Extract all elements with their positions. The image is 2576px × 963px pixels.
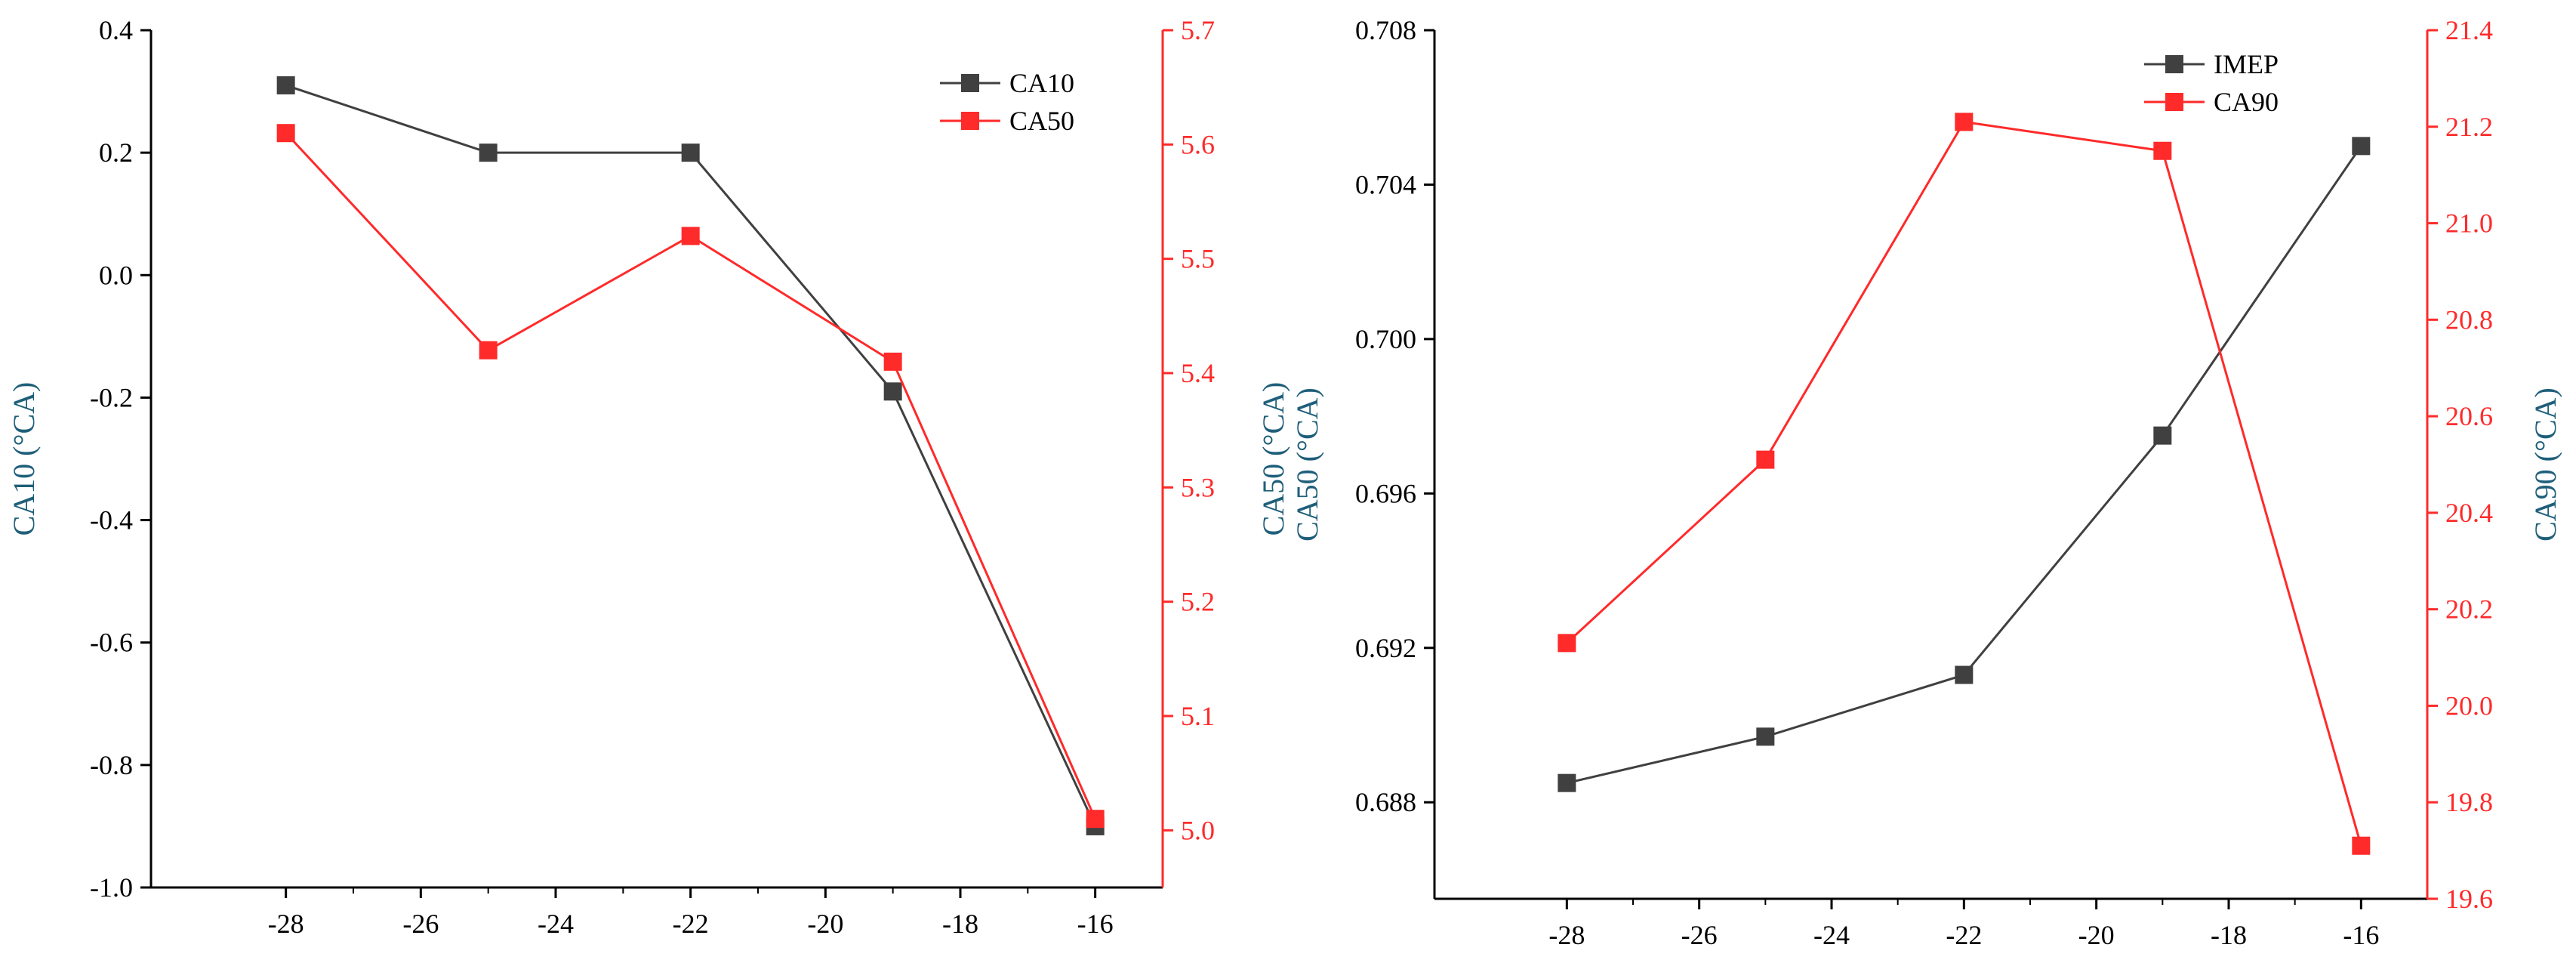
y2-tick-label: 5.4 [1181,358,1215,388]
y-tick-label: 0.700 [1355,324,1416,354]
x-tick-label: -26 [1681,920,1718,950]
y2-tick-label: 5.0 [1181,815,1215,845]
data-point-ca50 [1086,810,1105,829]
data-point-ca10 [276,76,295,94]
y-axis-title: CA50 (°CA) [1290,387,1324,542]
data-point-ca90 [2352,836,2371,855]
data-point-ca50 [883,352,902,371]
legend-label: CA10 [1009,68,1074,98]
data-point-ca10 [479,144,498,162]
x-tick-label: -22 [673,909,709,939]
x-tick-label: -28 [268,909,304,939]
y2-tick-label: 5.6 [1181,129,1215,159]
y-tick-label: 0.708 [1355,15,1416,45]
legend-marker [2165,55,2183,73]
data-point-imep [1756,727,1775,746]
legend-label: CA50 [1009,106,1074,136]
series-line-ca10 [285,84,1097,827]
y2-tick-label: 21.2 [2445,112,2493,142]
y2-tick-label: 5.5 [1181,244,1215,274]
y2-axis-title: CA90 (°CA) [2528,387,2562,542]
legend-marker [961,74,979,92]
y-tick-label: 0.688 [1355,787,1416,817]
y2-tick-label: 20.0 [2445,690,2493,721]
x-tick-label: -16 [2343,920,2379,950]
y-tick-label: 0.0 [99,260,133,290]
series-line-ca90 [1566,120,2362,847]
y2-tick-label: 5.7 [1181,15,1215,45]
x-tick-label: -22 [1946,920,1982,950]
y2-tick-label: 5.2 [1181,587,1215,617]
data-point-ca50 [681,227,700,245]
data-point-ca90 [1756,450,1775,469]
data-point-imep [2153,426,2172,445]
data-point-ca90 [2153,141,2172,160]
y2-tick-label: 21.0 [2445,208,2493,239]
data-point-imep [1955,665,1974,684]
chart-1: -28 -26 -24 -22 -20 -18 -16 -1.0 -0.8 -0.6 -0.4 -0.… [7,15,1290,939]
y2-tick-label: 19.8 [2445,787,2493,817]
y-tick-label: 0.2 [99,137,133,168]
y-tick-label: 0.4 [99,15,133,45]
y2-tick-label: 20.4 [2445,498,2493,528]
y2-tick-label: 21.4 [2445,15,2493,45]
legend-label: CA90 [2214,87,2279,117]
data-point-ca10 [681,144,700,162]
y2-tick-label: 5.1 [1181,701,1215,731]
x-tick-label: -18 [942,909,978,939]
x-tick-label: -26 [402,909,439,939]
y-tick-label: 0.696 [1355,478,1416,508]
legend-marker [961,112,979,130]
legend-label: IMEP [2214,49,2279,79]
y-tick-label: -0.8 [90,750,133,780]
y-tick-label: -0.6 [90,628,133,658]
series-line-imep [1566,145,2362,785]
x-tick-label: -16 [1077,909,1114,939]
x-tick-label: -20 [2078,920,2115,950]
y2-tick-label: 20.2 [2445,594,2493,625]
x-tick-label: -20 [807,909,843,939]
y2-tick-label: 5.3 [1181,472,1215,502]
x-tick-label: -24 [1813,920,1850,950]
legend-marker [2165,93,2183,111]
data-point-ca90 [1558,634,1576,653]
y-tick-label: 0.692 [1355,633,1416,663]
y-tick-label: -1.0 [90,872,133,903]
data-point-ca50 [479,341,498,360]
x-tick-label: -24 [538,909,574,939]
data-point-ca90 [1955,113,1974,131]
data-point-ca10 [883,382,902,401]
y-tick-label: -0.2 [90,382,133,412]
x-tick-label: -28 [1548,920,1585,950]
data-point-imep [2352,137,2371,156]
y2-axis-title: CA50 (°CA) [1256,382,1290,536]
data-point-ca50 [276,124,295,143]
y2-tick-label: 19.6 [2445,884,2493,914]
y-axis-title: CA10 (°CA) [7,382,41,536]
y2-tick-label: 20.6 [2445,401,2493,431]
y-tick-label: -0.4 [90,505,133,536]
y-tick-label: 0.704 [1355,169,1416,199]
data-point-imep [1558,773,1576,792]
chart-2: -28 -26 -24 -22 -20 -18 -16 0.688 0.692 0.696 0.70… [1290,15,2562,950]
x-tick-label: -18 [2211,920,2247,950]
y2-tick-label: 20.8 [2445,304,2493,335]
